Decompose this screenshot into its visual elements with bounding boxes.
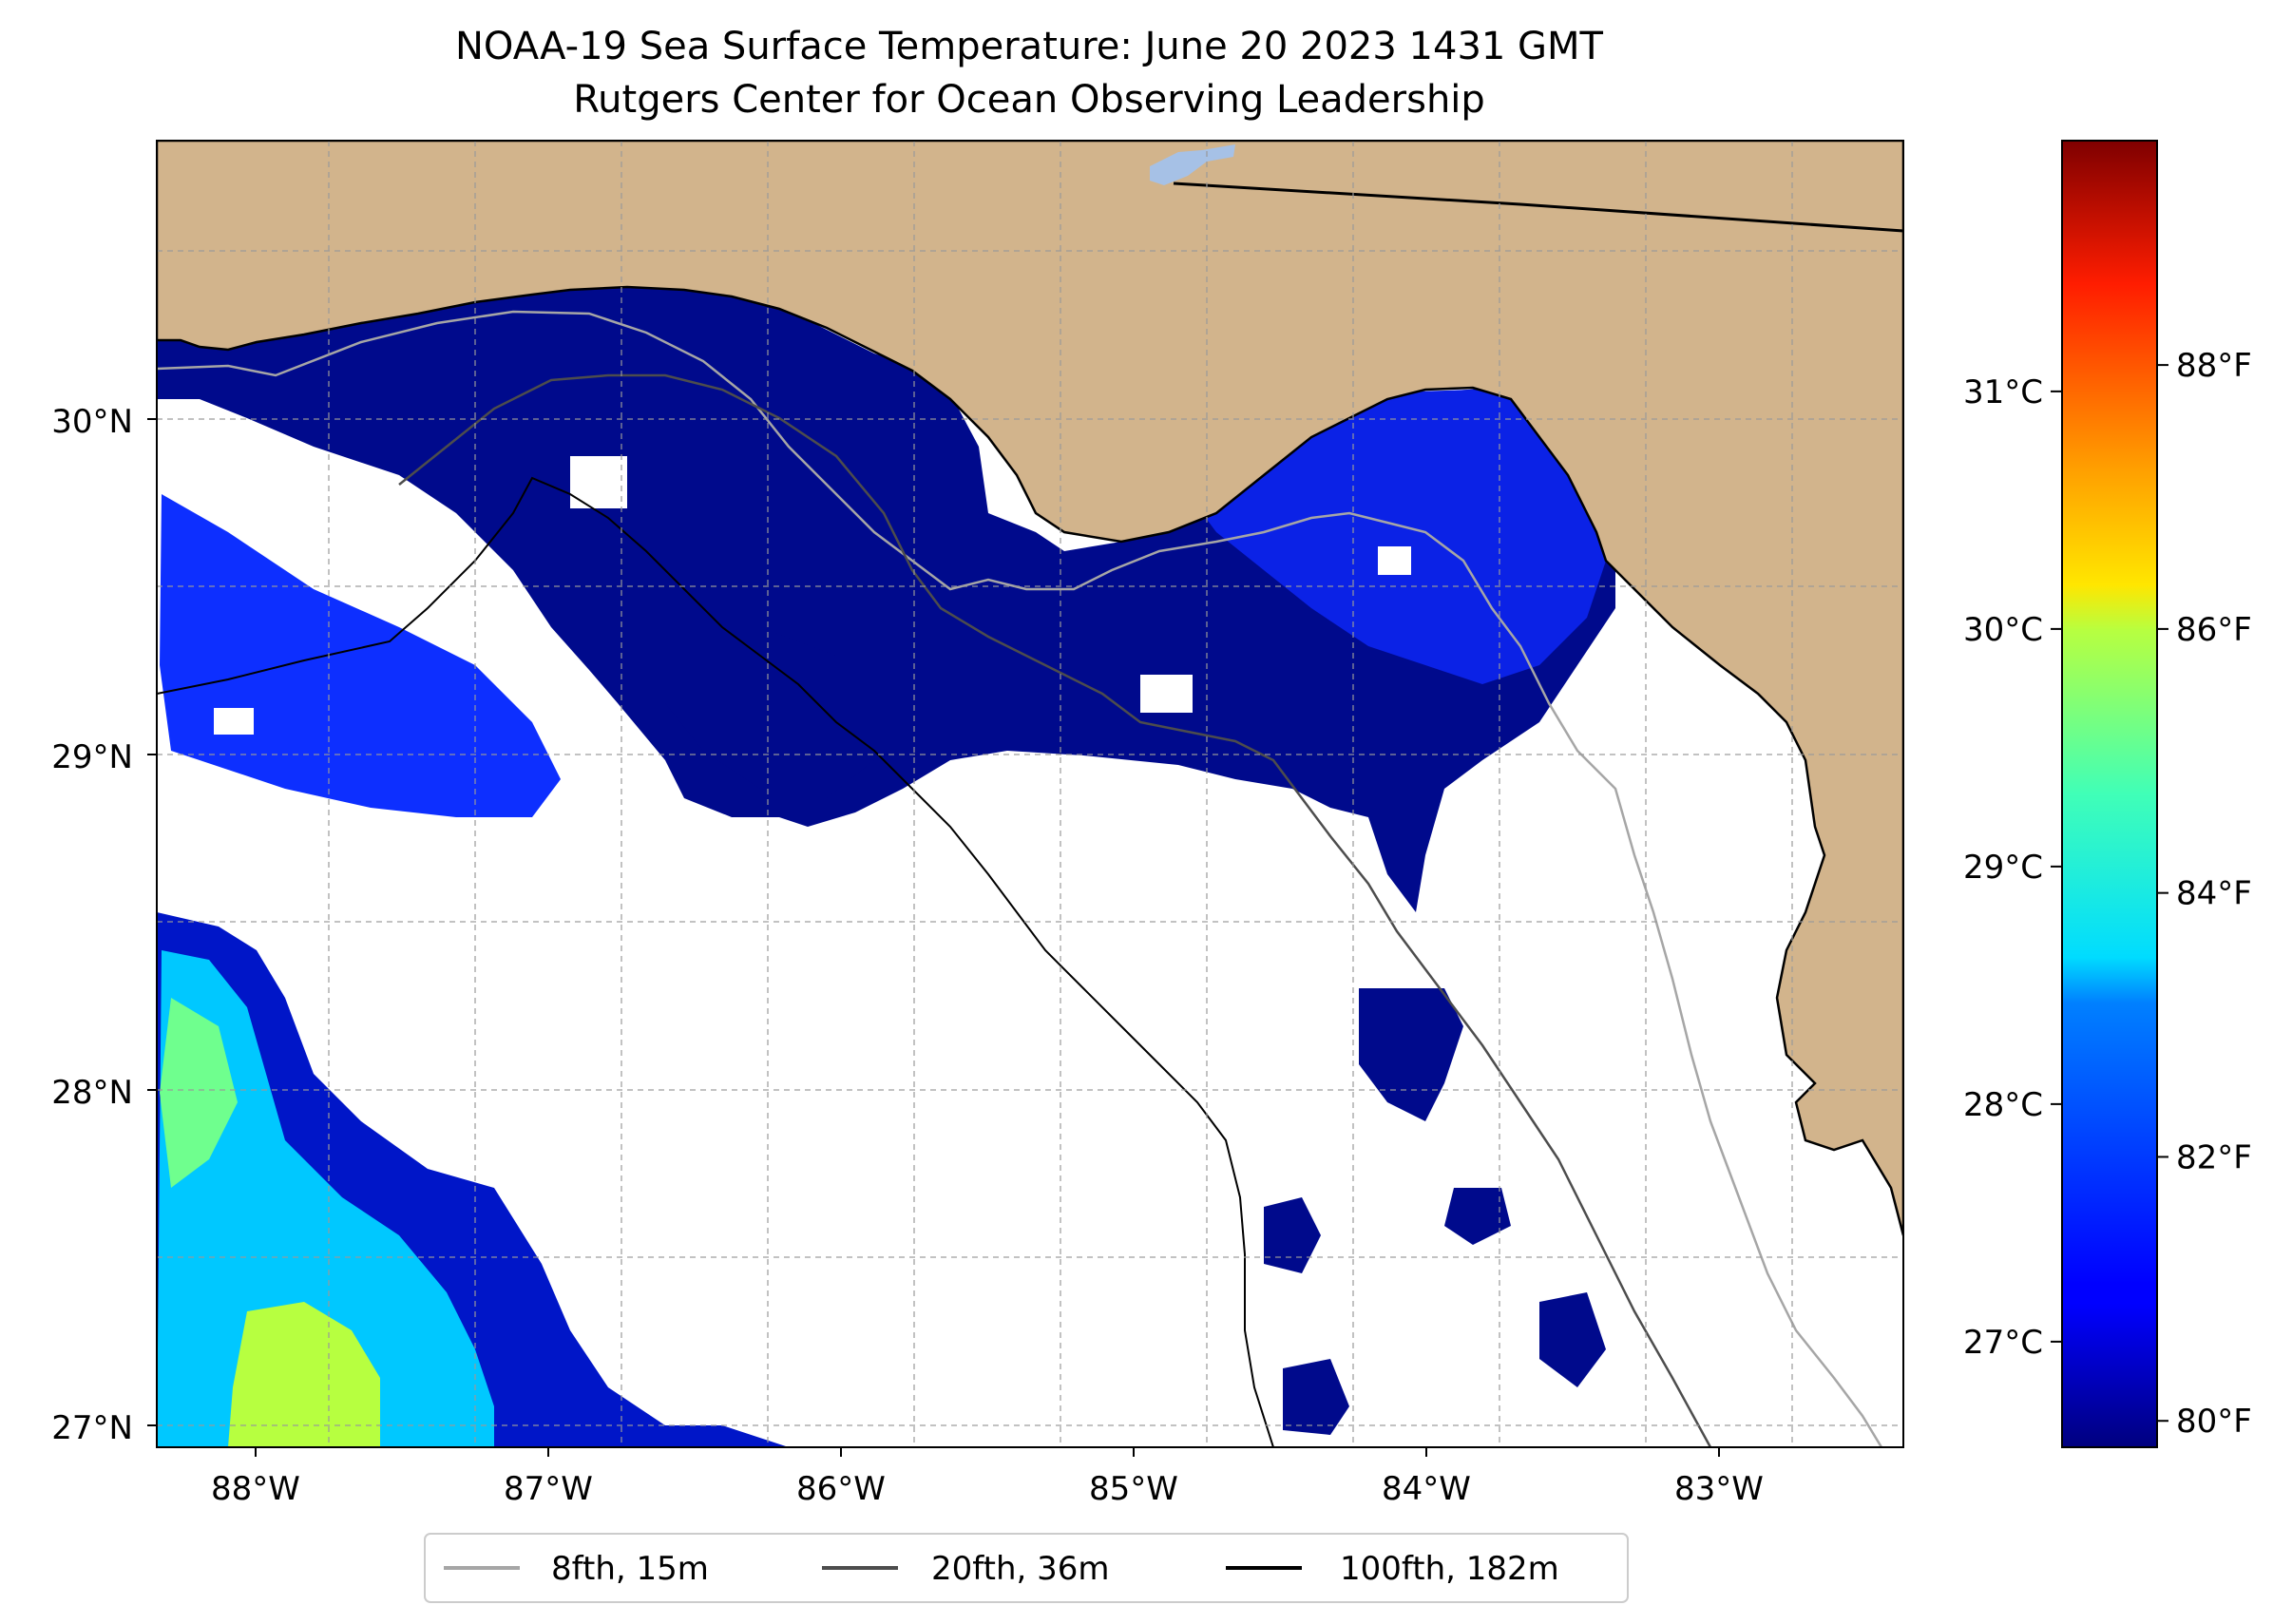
lon-axis: 88°W 87°W 86°W 85°W 84°W 83°W xyxy=(211,1447,1764,1508)
sst-patch-mid-2 xyxy=(1359,988,1463,1121)
contour-20fth-36m xyxy=(398,373,1712,1447)
lake-seminole xyxy=(1150,144,1235,185)
colorbar-celsius-ticks: 27°C 28°C 29°C 30°C 31°C xyxy=(1963,373,2062,1362)
sst-patch-mid-4 xyxy=(1444,1188,1511,1245)
sst-patch-sw-4 xyxy=(160,998,238,1188)
colorbar-celsius-label: 28°C xyxy=(1963,1086,2043,1124)
contour-8fth-15m xyxy=(157,310,1883,1447)
contour-legend: 8fth, 15m 20fth, 36m 100fth, 182m xyxy=(424,1533,1629,1603)
colorbar-celsius-label: 27°C xyxy=(1963,1324,2043,1362)
contour-100fth-182m xyxy=(157,476,1274,1447)
legend-label-100fth: 100fth, 182m xyxy=(1340,1550,1559,1588)
sst-patch-mid-3 xyxy=(1264,1197,1321,1273)
lat-label-27: 27°N xyxy=(51,1409,133,1447)
lon-label-87: 87°W xyxy=(504,1470,593,1508)
lon-label-88: 88°W xyxy=(211,1470,300,1508)
cloud-gap xyxy=(1140,675,1193,713)
legend-label-20fth: 20fth, 36m xyxy=(931,1550,1110,1588)
sst-patch-northern-shelf xyxy=(157,276,1615,912)
colorbar-fahrenheit-label: 86°F xyxy=(2176,611,2252,649)
legend-label-8fth: 8fth, 15m xyxy=(551,1550,709,1588)
sst-patch-big-bend xyxy=(1188,390,1606,684)
lon-label-84: 84°W xyxy=(1382,1470,1471,1508)
colorbar-celsius-label: 31°C xyxy=(1963,373,2043,411)
sst-patch-mid-6 xyxy=(1283,1359,1349,1435)
colorbar: 27°C 28°C 29°C 30°C 31°C 80°F 82°F 84°F 86°F 88°… xyxy=(1963,140,2252,1448)
colorbar-celsius-label: 30°C xyxy=(1963,611,2043,649)
colorbar-celsius-label: 29°C xyxy=(1963,849,2043,887)
sst-patch-western-warm xyxy=(160,494,561,817)
sst-patch-mid-5 xyxy=(1539,1292,1606,1387)
colorbar-fahrenheit-label: 82°F xyxy=(2176,1138,2252,1176)
cloud-gap xyxy=(214,708,254,735)
cloud-gap xyxy=(1378,546,1411,575)
colorbar-fahrenheit-label: 84°F xyxy=(2176,875,2252,913)
lat-label-28: 28°N xyxy=(51,1074,133,1112)
state-boundary xyxy=(1173,182,1903,233)
lon-label-86: 86°W xyxy=(796,1470,886,1508)
colorbar-gradient xyxy=(2061,140,2158,1448)
colorbar-fahrenheit-label: 88°F xyxy=(2176,347,2252,385)
lon-label-85: 85°W xyxy=(1089,1470,1178,1508)
lat-label-30: 30°N xyxy=(51,403,133,441)
lat-label-29: 29°N xyxy=(51,738,133,776)
bathymetry-contours xyxy=(157,310,1883,1447)
map-panel xyxy=(157,141,1903,1447)
legend-box xyxy=(424,1533,1629,1603)
colorbar-fahrenheit-ticks: 80°F 82°F 84°F 86°F 88°F xyxy=(2157,347,2252,1441)
sst-patch-sw-2 xyxy=(157,950,494,1447)
sst-patch-mid-1 xyxy=(665,627,884,798)
sst-data-layer xyxy=(157,276,1615,1447)
map-title-line1: NOAA-19 Sea Surface Temperature: June 20… xyxy=(455,25,1604,68)
map-frame xyxy=(156,140,1904,1448)
lat-axis: 27°N 28°N 29°N 30°N xyxy=(51,403,157,1447)
land-mass xyxy=(157,141,1903,1236)
colorbar-fahrenheit-label: 80°F xyxy=(2176,1403,2252,1441)
map-title-line2: Rutgers Center for Ocean Observing Leade… xyxy=(573,78,1485,122)
lon-label-83: 83°W xyxy=(1674,1470,1764,1508)
sst-patch-sw-3 xyxy=(228,1302,380,1447)
graticule xyxy=(157,141,1903,1447)
